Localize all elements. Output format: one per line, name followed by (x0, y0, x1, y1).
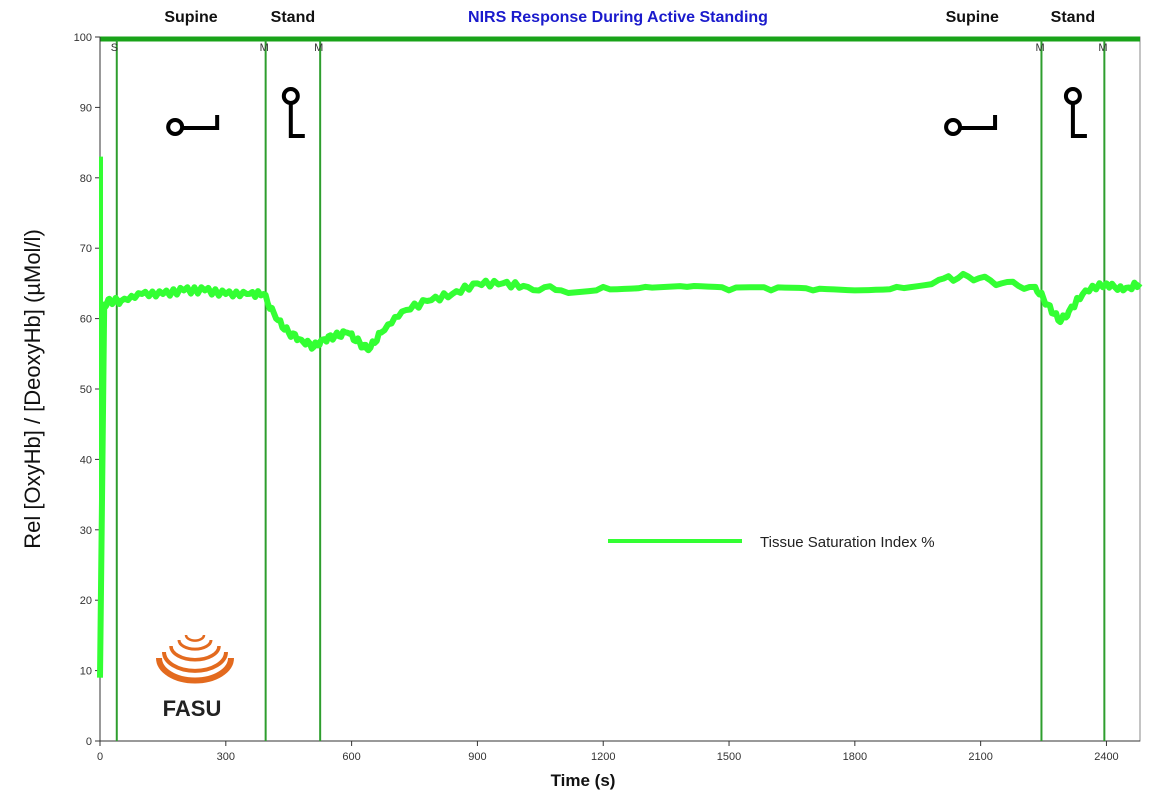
y-tick-label: 80 (80, 173, 92, 185)
legend: Tissue Saturation Index % (608, 534, 935, 551)
phase-label: Supine (946, 9, 999, 26)
plot-border (99, 36, 1141, 742)
logo-text: FASU (163, 696, 222, 721)
stand-pose-icon (1063, 87, 1087, 138)
y-tick-label: 100 (74, 32, 92, 44)
y-tick-label: 50 (80, 384, 92, 396)
x-tick-label: 2400 (1094, 751, 1118, 763)
y-tick-label: 70 (80, 243, 92, 255)
x-tick-label: 300 (217, 751, 235, 763)
y-tick-label: 20 (80, 595, 92, 607)
chart-title: NIRS Response During Active Standing (468, 9, 768, 26)
x-tick-label: 1800 (843, 751, 867, 763)
x-tick-label: 1200 (591, 751, 615, 763)
event-marker-label: M (1035, 42, 1044, 54)
phase-label: Stand (271, 9, 315, 26)
event-marker-label: M (1098, 42, 1107, 54)
event-marker-label: M (260, 42, 269, 54)
plot-frame (99, 36, 1141, 742)
y-axis-ticks: 0 10 20 30 40 50 60 70 80 90 100 (74, 32, 100, 748)
y-tick-label: 40 (80, 454, 92, 466)
x-tick-label: 900 (468, 751, 486, 763)
x-tick-label: 1500 (717, 751, 741, 763)
x-tick-label: 600 (342, 751, 360, 763)
stand-pose-icon (281, 87, 305, 138)
legend-label: Tissue Saturation Index % (760, 534, 935, 551)
series-group (97, 156, 1143, 678)
event-marker-label: M (314, 42, 323, 54)
y-tick-label: 0 (86, 736, 92, 748)
phase-label: Stand (1051, 9, 1095, 26)
y-tick-label: 10 (80, 666, 92, 678)
y-tick-label: 60 (80, 314, 92, 326)
series-line-tsi (97, 270, 1143, 678)
y-tick-label: 30 (80, 525, 92, 537)
fasu-logo: FASU (156, 634, 234, 721)
x-axis-ticks: 0 300 600 900 1200 1500 1800 2100 2400 (97, 741, 1119, 763)
x-tick-label: 2100 (968, 751, 992, 763)
y-tick-label: 90 (80, 102, 92, 114)
supine-pose-icon (944, 115, 998, 136)
supine-pose-icon (166, 115, 220, 136)
logo-mark (156, 634, 234, 684)
event-marker-label: S (111, 42, 118, 54)
x-axis-label: Time (s) (551, 771, 616, 790)
y-axis-label: Rel [OxyHb] / [DeoxyHb] (µMol/l) (20, 229, 45, 549)
x-tick-label: 0 (97, 751, 103, 763)
phase-label: Supine (164, 9, 217, 26)
pose-icons (166, 87, 1087, 138)
phase-labels: Supine Stand Supine Stand (164, 9, 1095, 26)
